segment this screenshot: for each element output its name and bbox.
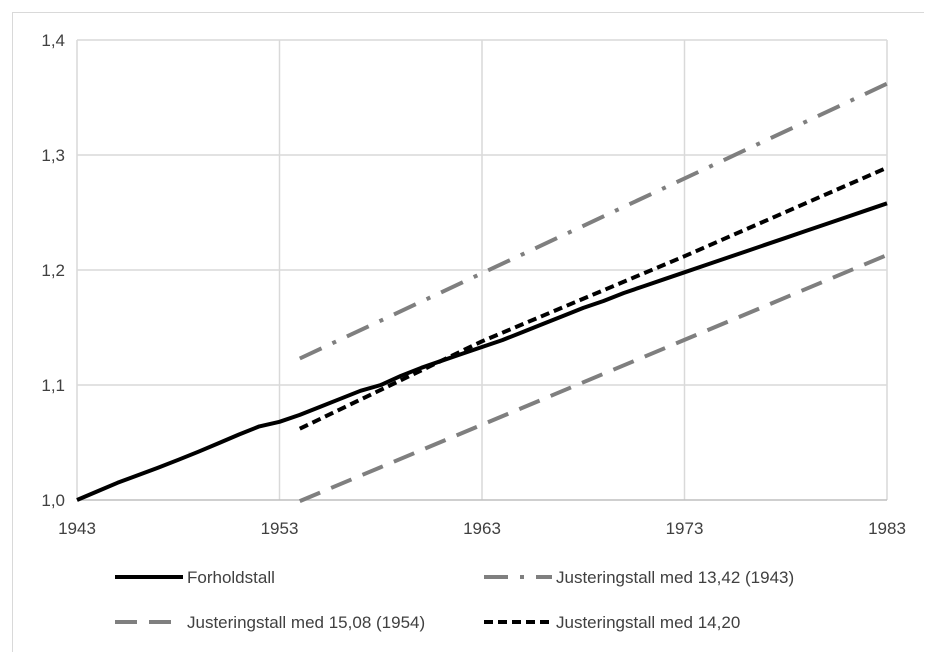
chart-frame: [12, 12, 924, 652]
series-line-4: [298, 165, 888, 431]
legend-label-2: Justeringstall med 13,42 (1943): [556, 568, 794, 587]
y-axis-ticks: 1,0 1,1 1,2 1,3 1,4: [41, 31, 65, 510]
x-tick-label: 1943: [58, 519, 96, 538]
y-tick-label: 1,2: [41, 261, 65, 280]
series-lines: [76, 81, 888, 503]
y-tick-label: 1,3: [41, 146, 65, 165]
legend-label-4: Justeringstall med 14,20: [556, 613, 740, 632]
x-tick-label: 1963: [463, 519, 501, 538]
legend: Forholdstall Justeringstall med 13,42 (19…: [115, 568, 794, 632]
y-tick-label: 1,4: [41, 31, 65, 50]
x-axis-ticks: 1943 1953 1963 1973 1983: [58, 519, 906, 538]
x-tick-label: 1973: [666, 519, 704, 538]
y-tick-label: 1,0: [41, 491, 65, 510]
legend-label-1: Forholdstall: [187, 568, 275, 587]
y-tick-label: 1,1: [41, 376, 65, 395]
series-line-3: [299, 253, 888, 503]
legend-label-3: Justeringstall med 15,08 (1954): [187, 613, 425, 632]
series-line-1: [76, 201, 888, 502]
gridlines: [76, 39, 888, 500]
series-line-2: [298, 81, 888, 361]
x-tick-label: 1953: [261, 519, 299, 538]
x-tick-label: 1983: [868, 519, 906, 538]
